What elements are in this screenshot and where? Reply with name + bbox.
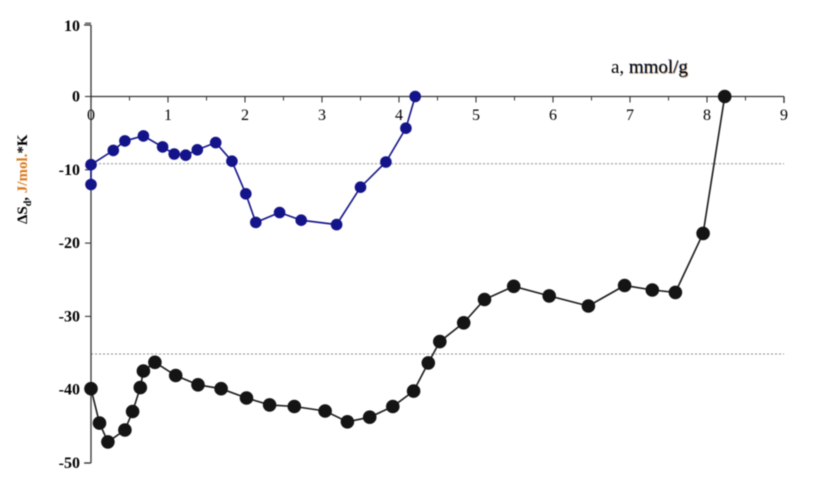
svg-text:3: 3 [318, 107, 326, 124]
svg-text:-30: -30 [59, 308, 80, 325]
svg-text:10: 10 [64, 18, 80, 35]
svg-text:8: 8 [703, 107, 711, 124]
svg-text:1: 1 [164, 107, 172, 124]
svg-text:0: 0 [87, 107, 95, 124]
svg-text:-10: -10 [59, 162, 80, 179]
svg-text:2: 2 [241, 107, 249, 124]
svg-text:7: 7 [626, 107, 634, 124]
svg-text:5: 5 [472, 107, 480, 124]
svg-text:-20: -20 [59, 235, 80, 252]
svg-text:6: 6 [549, 107, 557, 124]
svg-text:-40: -40 [59, 382, 80, 399]
svg-text:4: 4 [395, 107, 403, 124]
svg-text:0: 0 [72, 89, 80, 106]
svg-text:-50: -50 [59, 455, 80, 472]
svg-text:9: 9 [780, 107, 788, 124]
